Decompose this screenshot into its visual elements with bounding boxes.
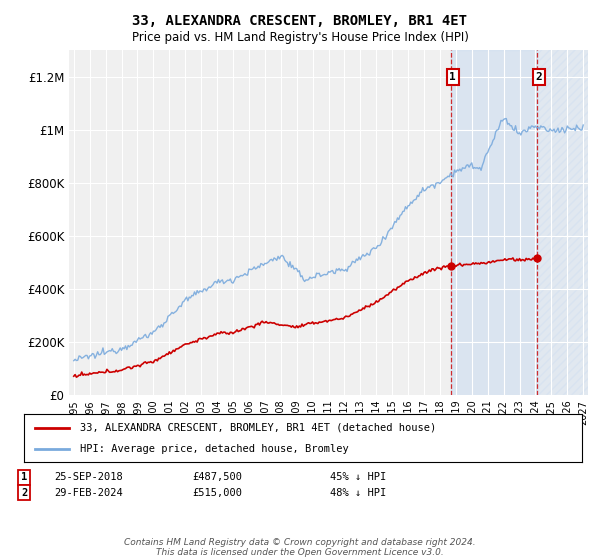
Text: 1: 1 [449,72,456,82]
Text: 33, ALEXANDRA CRESCENT, BROMLEY, BR1 4ET: 33, ALEXANDRA CRESCENT, BROMLEY, BR1 4ET [133,14,467,28]
Text: Price paid vs. HM Land Registry's House Price Index (HPI): Price paid vs. HM Land Registry's House … [131,31,469,44]
Text: 48% ↓ HPI: 48% ↓ HPI [330,488,386,498]
Text: 2: 2 [21,488,27,498]
Text: 2: 2 [536,72,542,82]
Text: £515,000: £515,000 [192,488,242,498]
Text: 29-FEB-2024: 29-FEB-2024 [54,488,123,498]
Bar [451,50,538,395]
Text: 25-SEP-2018: 25-SEP-2018 [54,472,123,482]
Text: HPI: Average price, detached house, Bromley: HPI: Average price, detached house, Brom… [80,444,349,454]
Text: £487,500: £487,500 [192,472,242,482]
Text: 45% ↓ HPI: 45% ↓ HPI [330,472,386,482]
Text: 33, ALEXANDRA CRESCENT, BROMLEY, BR1 4ET (detached house): 33, ALEXANDRA CRESCENT, BROMLEY, BR1 4ET… [80,423,436,433]
Text: 1: 1 [21,472,27,482]
Text: Contains HM Land Registry data © Crown copyright and database right 2024.
This d: Contains HM Land Registry data © Crown c… [124,538,476,557]
Bar [538,50,588,395]
